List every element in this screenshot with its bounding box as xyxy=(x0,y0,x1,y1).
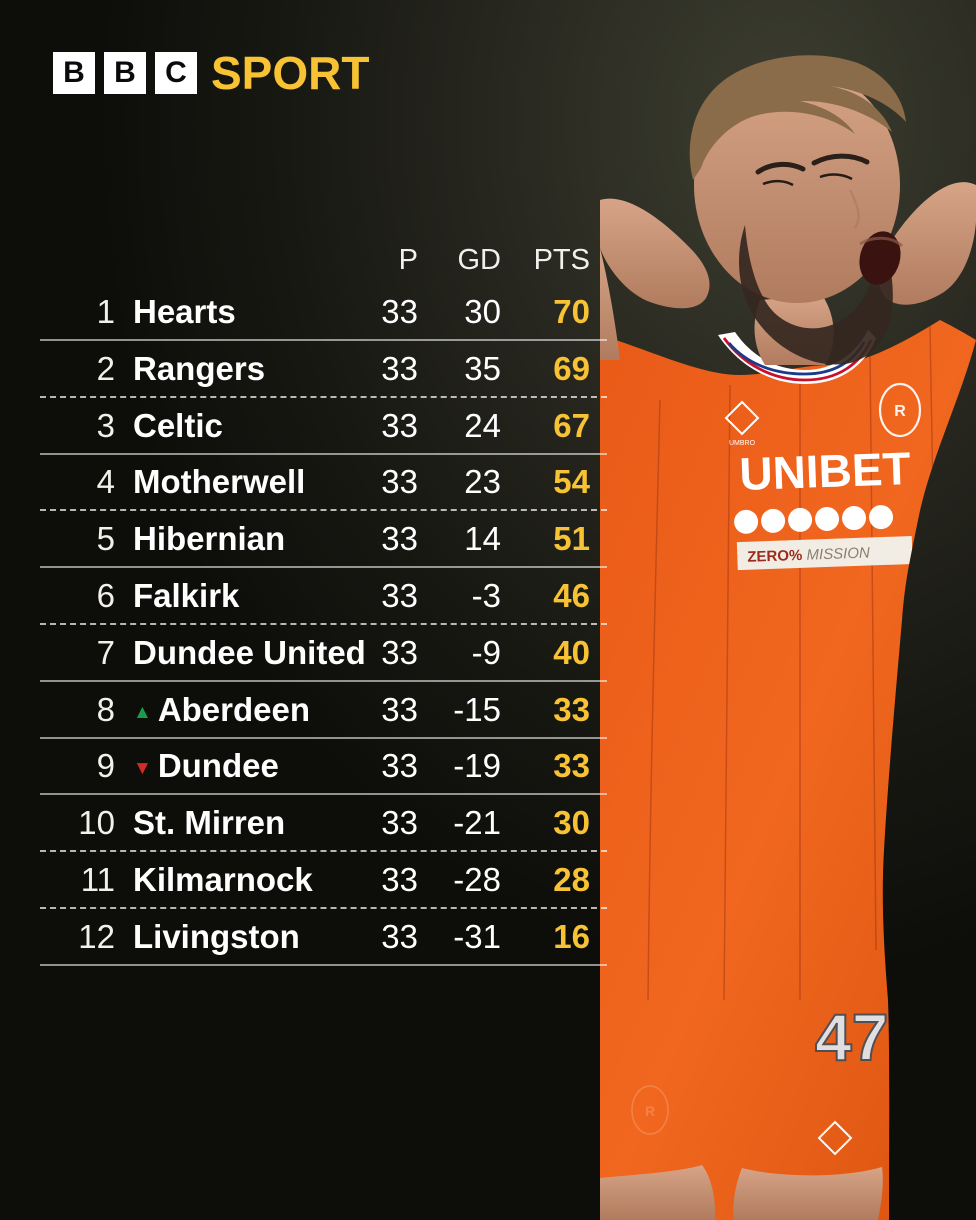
svg-text:UMBRO: UMBRO xyxy=(729,440,756,447)
svg-text:R: R xyxy=(894,403,906,420)
svg-text:UNIBET: UNIBET xyxy=(739,442,912,500)
svg-text:47: 47 xyxy=(815,1000,888,1074)
svg-text:R: R xyxy=(645,1103,655,1119)
